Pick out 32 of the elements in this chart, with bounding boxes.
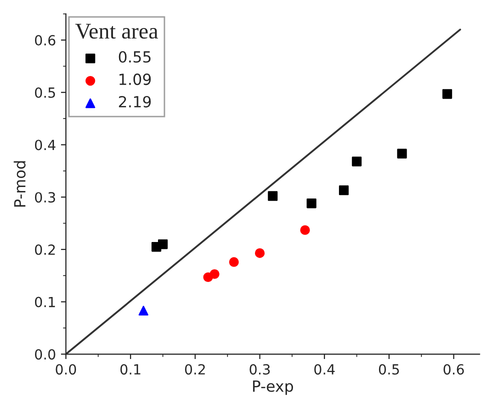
y-axis-title: P-mod [14, 161, 26, 207]
point [254, 248, 265, 258]
point [442, 89, 452, 99]
y-tick-label: 0.1 [35, 296, 55, 308]
point [158, 239, 168, 250]
point [397, 148, 407, 159]
y-tick-label: 0.0 [35, 349, 56, 360]
y-tick-label: 0.3 [35, 192, 56, 203]
x-tick-label: 0.4 [314, 364, 335, 375]
x-axis-title: P-exp [253, 380, 294, 395]
x-tick-label: 0.0 [56, 364, 76, 375]
legend-title: Vent area [75, 24, 158, 39]
x-tick-label: 0.1 [120, 364, 140, 375]
x-tick-label: 0.3 [250, 364, 270, 375]
x-tick-label: 0.5 [378, 364, 399, 375]
y-tick-label: 0.5 [35, 87, 55, 98]
point [210, 269, 220, 279]
y-tick-label: 0.2 [35, 244, 55, 255]
legend-label: 2.19 [118, 96, 151, 108]
x-tick-label: 0.6 [444, 364, 464, 375]
legend-label: 0.55 [118, 51, 151, 63]
point [138, 306, 148, 316]
point [352, 156, 362, 166]
point [306, 198, 316, 208]
point [229, 257, 239, 267]
x-tick-label: 0.2 [185, 364, 205, 375]
point [338, 185, 349, 196]
legend-label: 1.09 [120, 74, 151, 86]
point [300, 225, 310, 235]
point [268, 191, 278, 201]
y-tick-label: 0.6 [35, 35, 56, 46]
y-tick-label: 0.4 [35, 140, 56, 150]
